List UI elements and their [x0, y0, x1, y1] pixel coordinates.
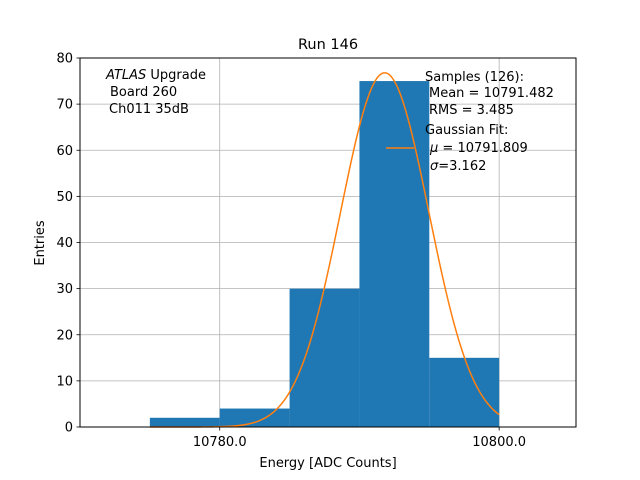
y-tick-label: 60: [56, 144, 73, 159]
legend-mean: Mean = 10791.482: [429, 86, 554, 101]
x-tick-label: 10800.0: [472, 435, 526, 450]
atlas-label-italic: ATLAS: [105, 68, 146, 83]
y-tick-label: 30: [56, 282, 73, 297]
legend-mu-value: = 10791.809: [438, 141, 527, 156]
y-tick-label: 50: [56, 190, 73, 205]
legend-mu: μ = 10791.809: [429, 141, 528, 156]
histogram-bar: [219, 408, 290, 427]
histogram-bar: [149, 417, 220, 427]
histogram-bars: [149, 81, 500, 427]
atlas-label: ATLAS Upgrade: [105, 68, 206, 83]
legend-mu-symbol: μ: [429, 141, 438, 156]
chart-title: Run 146: [298, 37, 358, 53]
board-label: Board 260: [110, 85, 177, 100]
channel-label: Ch011 35dB: [109, 102, 189, 117]
x-axis-label: Energy [ADC Counts]: [259, 456, 396, 471]
legend-samples-title: Samples (126):: [425, 70, 524, 85]
y-axis-label: Entries: [33, 220, 48, 266]
y-tick-label: 10: [56, 374, 73, 389]
x-tick-label: 10780.0: [193, 435, 247, 450]
atlas-label-upgrade: Upgrade: [146, 68, 206, 83]
histogram-bar: [359, 81, 430, 427]
y-tick-label: 20: [56, 328, 73, 343]
y-tick-label: 70: [56, 98, 73, 113]
legend-sigma: σ=3.162: [430, 159, 486, 174]
histogram-bar: [289, 288, 360, 427]
y-tick-label: 80: [56, 52, 73, 67]
axis-ticks: 10780.0 10800.0 0 10 20 30 40 50 60 70 80: [56, 52, 526, 451]
histogram-bar: [429, 357, 500, 427]
legend-rms: RMS = 3.485: [429, 103, 514, 118]
y-tick-label: 40: [56, 236, 73, 251]
legend-fit-title: Gaussian Fit:: [425, 123, 508, 138]
legend-sigma-value: =3.162: [438, 159, 486, 174]
legend-sigma-symbol: σ: [430, 159, 439, 174]
y-tick-label: 0: [65, 421, 73, 436]
